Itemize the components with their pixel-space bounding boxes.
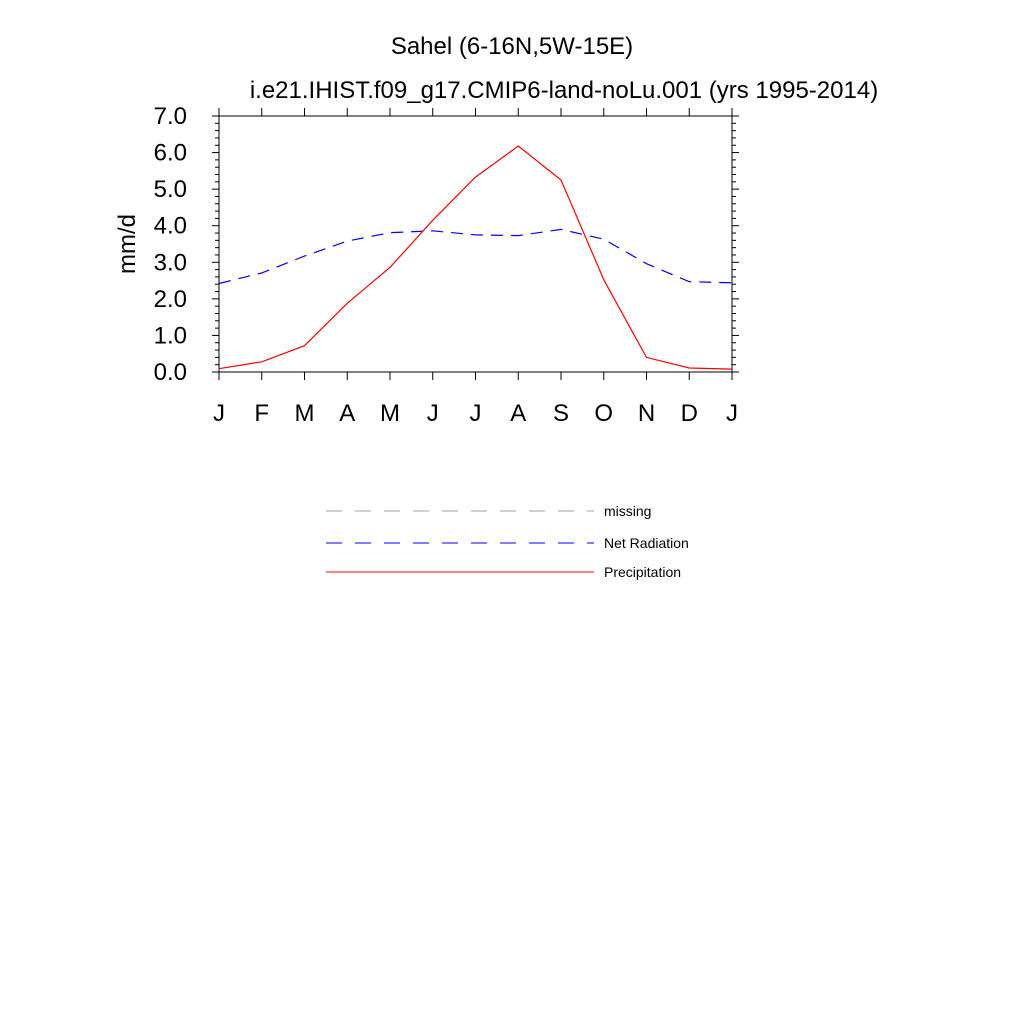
y-tick-label: 7.0 [154, 103, 187, 130]
axis-ticks [212, 108, 739, 380]
x-tick-label: J [427, 400, 439, 427]
y-tick-label: 0.0 [154, 359, 187, 386]
series-lines [218, 145, 733, 370]
y-tick-label: 1.0 [154, 322, 187, 349]
chart-title: Sahel (6-16N,5W-15E) [391, 33, 633, 60]
plot-frame [218, 115, 733, 373]
x-tick-label: D [681, 400, 698, 427]
chart-subtitle: i.e21.IHIST.f09_g17.CMIP6-land-noLu.001 … [250, 77, 878, 104]
x-tick-label: A [339, 400, 355, 427]
x-tick-label: J [470, 400, 482, 427]
series-line-net-radiation [218, 228, 733, 285]
legend-label: missing [604, 503, 651, 519]
x-tick-label: O [594, 400, 613, 427]
x-tick-label: F [254, 400, 269, 427]
legend-label: Precipitation [604, 564, 681, 580]
y-tick-label: 2.0 [154, 286, 187, 313]
x-tick-label: N [638, 400, 655, 427]
y-axis-label: mm/d [114, 214, 141, 274]
series-line-precipitation [218, 145, 733, 370]
x-tick-label: M [295, 400, 315, 427]
legend-label: Net Radiation [604, 535, 689, 551]
y-tick-label: 5.0 [154, 176, 187, 203]
y-tick-label: 3.0 [154, 249, 187, 276]
x-tick-label: A [510, 400, 526, 427]
x-tick-label: J [726, 400, 738, 427]
x-tick-label: M [380, 400, 400, 427]
x-tick-label: J [213, 400, 225, 427]
y-tick-label: 4.0 [154, 213, 187, 240]
y-tick-label: 6.0 [154, 140, 187, 167]
y-tick-labels: 0.0 1.0 2.0 3.0 4.0 5.0 6.0 7.0 [154, 103, 187, 386]
x-tick-label: S [553, 400, 569, 427]
legend: missing Net Radiation Precipitation [326, 503, 689, 580]
